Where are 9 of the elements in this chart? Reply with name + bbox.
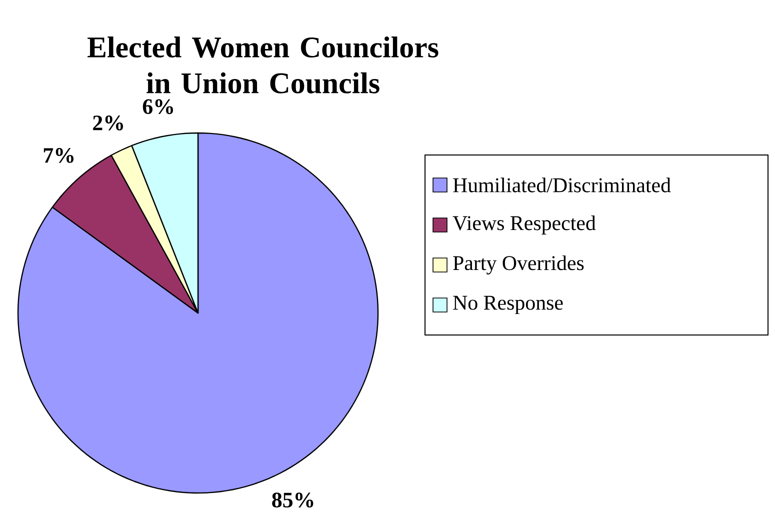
chart-title: Elected Women Councilors in Union Councils <box>88 36 438 94</box>
legend-label: Humiliated/Discriminated <box>453 178 671 192</box>
legend-label: No Response <box>453 296 563 314</box>
data-label: 7% <box>44 148 74 163</box>
legend-label: Party Overrides <box>453 255 584 274</box>
data-label: 6% <box>142 99 173 114</box>
legend-label: Views Respected <box>452 216 596 234</box>
data-label: 2% <box>93 116 123 130</box>
data-label: 85% <box>272 492 314 508</box>
